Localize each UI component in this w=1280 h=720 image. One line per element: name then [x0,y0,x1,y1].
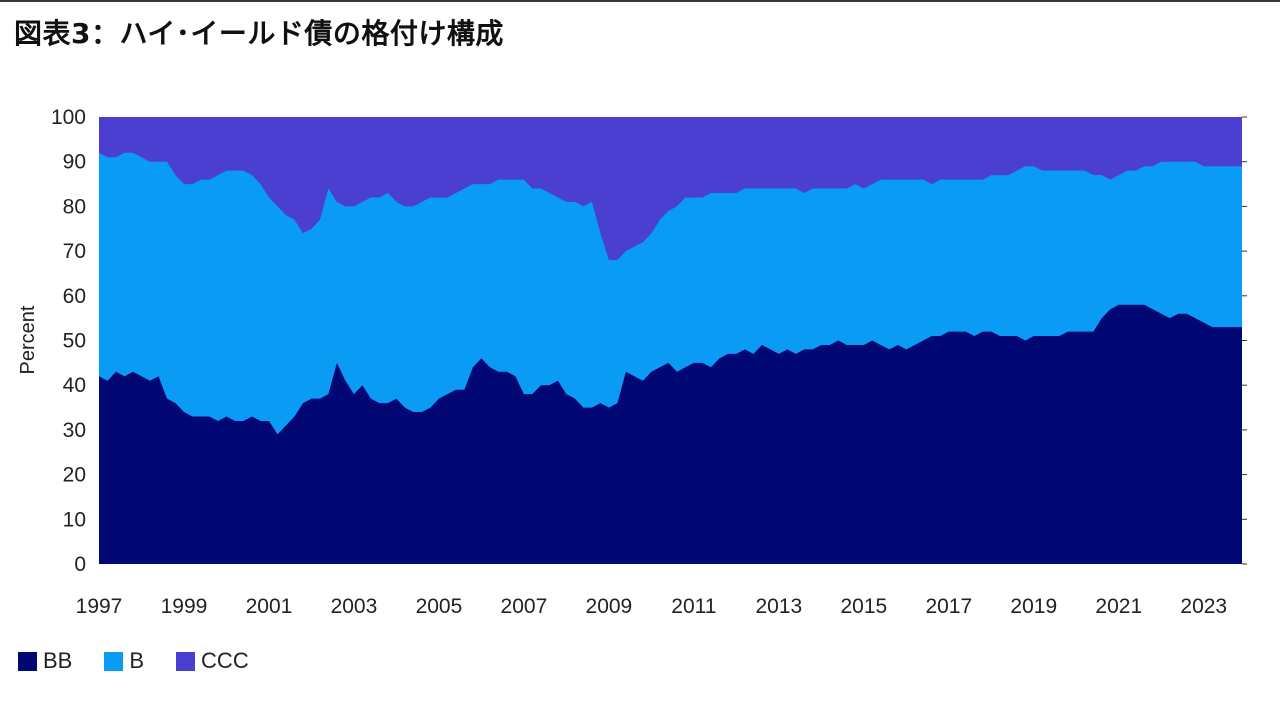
x-tick-label: 2017 [925,595,972,618]
legend-item-bb: BB [18,648,72,674]
x-tick-label: 2001 [246,595,293,618]
legend-item-ccc: CCC [176,648,249,674]
x-tick-label: 1999 [161,595,208,618]
x-tick-label: 2003 [331,595,378,618]
y-tick-label: 90 [63,151,86,174]
legend-swatch-b [104,651,124,671]
legend-label-ccc: CCC [201,648,249,673]
x-tick-label: 2011 [671,595,716,618]
x-tick-label: 2015 [840,595,887,618]
y-tick-label: 0 [74,553,86,576]
y-tick-label: 10 [63,508,86,531]
y-axis-ticks: 0 10 20 30 40 50 60 70 80 90 100 [51,106,1247,576]
top-rule [0,0,1280,2]
y-tick-label: 40 [63,374,86,397]
x-tick-label: 2019 [1010,595,1057,618]
area-layers [99,117,1242,565]
legend-label-bb: BB [43,648,73,673]
y-tick-label: 60 [63,285,86,308]
y-tick-label: 70 [63,240,86,263]
page-title: 図表3：ハイ･イールド債の格付け構成 [14,17,504,50]
x-tick-label: 2023 [1180,595,1227,618]
x-tick-label: 2007 [501,595,548,618]
x-tick-label: 2013 [755,595,802,618]
legend-swatch-ccc [176,651,196,671]
x-axis-ticks: 1997 1999 2001 2003 2005 2007 2009 2011 2013 2015… [76,595,1227,618]
x-tick-label: 2021 [1095,595,1142,618]
y-tick-label: 20 [63,464,86,487]
legend-swatch-bb [18,651,37,671]
y-tick-label: 30 [63,419,86,442]
y-tick-label: 100 [51,106,86,129]
y-axis-label: Percent [17,305,39,374]
x-tick-label: 2009 [586,595,633,618]
area-bb [99,304,1242,564]
legend-item-b: B [104,648,144,674]
x-tick-label: 1997 [76,595,123,618]
legend: BB B CCC [18,648,281,674]
y-tick-label: 50 [63,330,86,353]
x-tick-label: 2005 [416,595,463,618]
y-tick-label: 80 [63,195,86,218]
legend-label-b: B [129,648,145,673]
